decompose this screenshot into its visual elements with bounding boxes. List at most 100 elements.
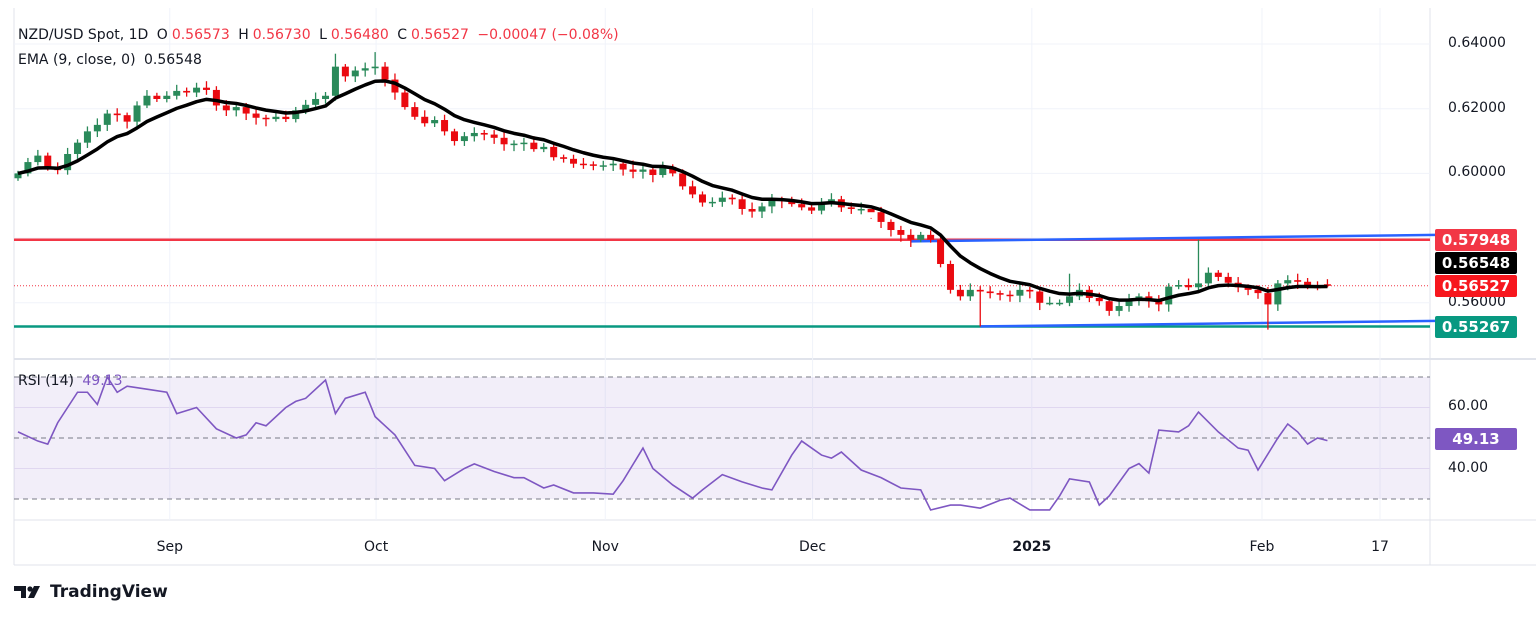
bullish-candle — [1165, 286, 1173, 305]
bullish-candle — [232, 107, 240, 111]
time-tick-label: Dec — [799, 539, 827, 555]
bearish-candle — [748, 208, 756, 212]
rsi-line — [17, 375, 1328, 511]
tradingview-logo-icon — [14, 586, 40, 598]
ema-price-badge: 0.56548 — [1435, 252, 1517, 274]
brand-name: TradingView — [50, 582, 168, 602]
bearish-candle — [1095, 297, 1103, 302]
bearish-candle — [1294, 280, 1302, 282]
bearish-candle — [728, 197, 736, 200]
bearish-candle — [877, 212, 885, 222]
bearish-candle — [689, 186, 697, 195]
time-tick-label: 2025 — [1012, 539, 1052, 555]
bullish-candle — [351, 70, 359, 77]
bullish-candle — [371, 66, 379, 69]
bullish-candle — [758, 206, 766, 212]
bearish-candle — [946, 263, 954, 290]
bearish-candle — [242, 107, 250, 114]
ema-legend: EMA (9, close, 0) 0.56548 — [18, 52, 206, 68]
bearish-candle — [1323, 284, 1331, 286]
bullish-candle — [14, 173, 22, 179]
price-tick: 0.62000 — [1448, 100, 1506, 116]
rsi-tick: 60.00 — [1448, 398, 1489, 414]
bullish-candle — [460, 136, 468, 142]
rsi-value: 49.13 — [82, 373, 123, 389]
bullish-candle — [1115, 306, 1123, 311]
bearish-candle — [1185, 285, 1193, 288]
bullish-candle — [768, 199, 776, 207]
bullish-candle — [173, 90, 181, 96]
bullish-candle — [540, 146, 548, 150]
bearish-candle — [550, 146, 558, 158]
bearish-candle — [1155, 301, 1163, 305]
bearish-candle — [450, 131, 458, 142]
time-tick-label: 17 — [1371, 539, 1389, 555]
bearish-candle — [738, 199, 746, 209]
bearish-candle — [44, 155, 52, 167]
bearish-candle — [401, 92, 409, 108]
bearish-candle — [867, 208, 875, 213]
bearish-candle — [1264, 293, 1272, 305]
bearish-candle — [153, 95, 161, 99]
bullish-candle — [1056, 302, 1064, 305]
bearish-candle — [589, 164, 597, 166]
bearish-candle — [262, 117, 270, 120]
bearish-candle — [570, 158, 578, 164]
bullish-candle — [322, 95, 330, 99]
bearish-candle — [1304, 281, 1312, 287]
bullish-candle — [133, 105, 141, 122]
open-value: 0.56573 — [171, 27, 230, 43]
bearish-candle — [887, 221, 895, 231]
close-value: 0.56527 — [411, 27, 469, 43]
bearish-candle — [897, 230, 905, 235]
bearish-candle — [421, 116, 429, 124]
bearish-candle — [1214, 272, 1222, 277]
ema-line — [17, 79, 1328, 303]
bearish-candle — [937, 239, 945, 264]
bearish-candle — [1224, 276, 1232, 283]
bearish-candle — [1105, 301, 1113, 311]
bullish-candle — [1016, 289, 1024, 296]
bearish-candle — [1006, 294, 1014, 297]
bearish-candle — [629, 169, 637, 172]
bullish-candle — [1125, 299, 1133, 307]
tradingview-logo[interactable]: TradingView — [14, 582, 168, 602]
bearish-candle — [1026, 289, 1034, 292]
rsi-band-fill — [14, 377, 1430, 499]
bearish-candle — [649, 169, 657, 176]
bearish-candle — [798, 204, 806, 208]
bullish-candle — [599, 165, 607, 167]
bearish-candle — [391, 79, 399, 93]
lower-channel-trendline — [980, 319, 1437, 328]
bullish-candle — [818, 202, 826, 211]
price-tick: 0.64000 — [1448, 35, 1506, 51]
bullish-candle — [331, 66, 339, 96]
bullish-candle — [163, 95, 171, 99]
change-value: −0.00047 (−0.08%) — [477, 27, 619, 43]
bearish-candle — [1036, 291, 1044, 303]
last-price-badge: 0.56527 — [1435, 275, 1517, 297]
bearish-candle — [560, 157, 568, 159]
bearish-candle — [788, 200, 796, 205]
bearish-candle — [847, 207, 855, 209]
bullish-candle — [708, 201, 716, 204]
rsi-legend: RSI (14) 49.13 — [18, 373, 126, 389]
high-label: H — [238, 27, 249, 43]
bearish-candle — [619, 163, 627, 170]
bullish-candle — [74, 142, 82, 154]
symbol-title: NZD/USD Spot, 1D — [18, 27, 149, 43]
bearish-candle — [1254, 289, 1262, 294]
bullish-candle — [34, 155, 42, 163]
time-tick-label: Feb — [1249, 539, 1275, 555]
bullish-candle — [312, 98, 320, 105]
bullish-candle — [292, 110, 300, 120]
rsi-value-badge: 49.13 — [1435, 428, 1517, 450]
bearish-candle — [996, 293, 1004, 295]
ema-value: 0.56548 — [144, 52, 202, 68]
bearish-candle — [579, 163, 587, 166]
bullish-candle — [1046, 302, 1054, 305]
bearish-candle — [669, 166, 677, 174]
time-tick-label: Sep — [156, 539, 183, 555]
support-price-badge: 0.55267 — [1435, 316, 1517, 338]
